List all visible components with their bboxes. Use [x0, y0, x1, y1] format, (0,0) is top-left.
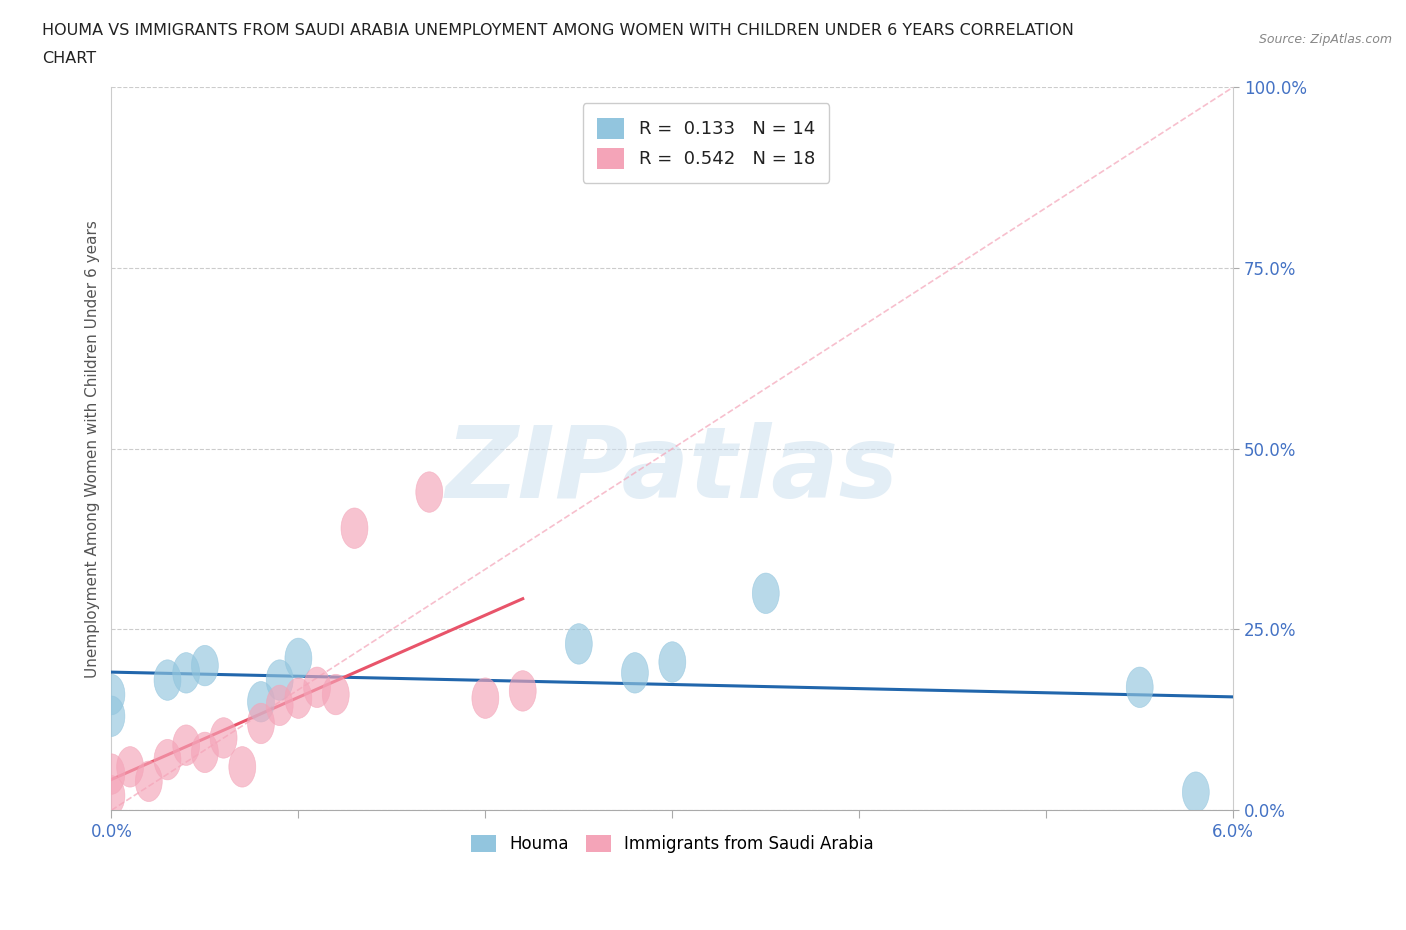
Ellipse shape — [266, 685, 292, 725]
Ellipse shape — [659, 642, 686, 683]
Ellipse shape — [135, 761, 162, 802]
Ellipse shape — [266, 659, 292, 700]
Ellipse shape — [98, 674, 125, 715]
Ellipse shape — [247, 703, 274, 744]
Text: CHART: CHART — [42, 51, 96, 66]
Ellipse shape — [98, 754, 125, 794]
Ellipse shape — [209, 718, 238, 758]
Ellipse shape — [155, 739, 181, 780]
Text: ZIPatlas: ZIPatlas — [446, 422, 898, 519]
Ellipse shape — [304, 667, 330, 708]
Ellipse shape — [752, 573, 779, 614]
Ellipse shape — [173, 724, 200, 765]
Ellipse shape — [322, 674, 349, 715]
Ellipse shape — [155, 659, 181, 700]
Ellipse shape — [191, 732, 218, 773]
Text: HOUMA VS IMMIGRANTS FROM SAUDI ARABIA UNEMPLOYMENT AMONG WOMEN WITH CHILDREN UND: HOUMA VS IMMIGRANTS FROM SAUDI ARABIA UN… — [42, 23, 1074, 38]
Text: Source: ZipAtlas.com: Source: ZipAtlas.com — [1258, 33, 1392, 46]
Y-axis label: Unemployment Among Women with Children Under 6 years: Unemployment Among Women with Children U… — [86, 219, 100, 678]
Ellipse shape — [416, 472, 443, 512]
Ellipse shape — [98, 696, 125, 737]
Ellipse shape — [247, 682, 274, 722]
Ellipse shape — [285, 638, 312, 679]
Ellipse shape — [1182, 772, 1209, 813]
Ellipse shape — [173, 653, 200, 693]
Ellipse shape — [1126, 667, 1153, 708]
Legend: Houma, Immigrants from Saudi Arabia: Houma, Immigrants from Saudi Arabia — [464, 829, 880, 859]
Ellipse shape — [621, 653, 648, 693]
Ellipse shape — [565, 624, 592, 664]
Ellipse shape — [98, 776, 125, 816]
Ellipse shape — [117, 747, 143, 787]
Ellipse shape — [285, 678, 312, 718]
Ellipse shape — [509, 671, 536, 711]
Ellipse shape — [472, 678, 499, 718]
Ellipse shape — [229, 747, 256, 787]
Ellipse shape — [342, 508, 368, 549]
Ellipse shape — [191, 645, 218, 685]
